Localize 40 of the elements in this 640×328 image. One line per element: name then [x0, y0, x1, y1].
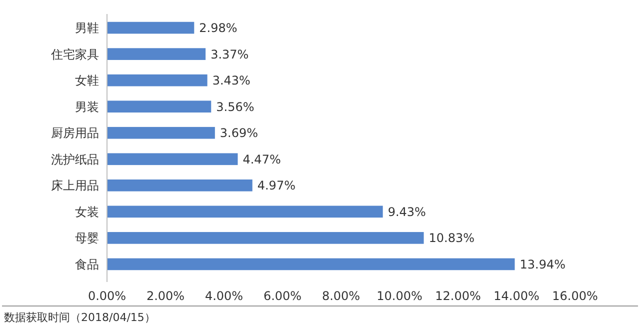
- x-tick-label: 12.00%: [435, 289, 481, 303]
- y-tick-label: 女装: [75, 204, 99, 219]
- x-tick-label: 2.00%: [146, 289, 185, 303]
- y-tick-label: 床上用品: [51, 178, 99, 193]
- bar: [107, 74, 208, 86]
- y-tick-label: 住宅家具: [50, 47, 99, 62]
- data-label: 4.97%: [257, 178, 296, 193]
- data-label: 3.37%: [210, 47, 249, 62]
- y-tick-label: 厨房用品: [51, 126, 99, 140]
- x-tick-label: 16.00%: [552, 289, 598, 303]
- x-tick-label: 0.00%: [88, 289, 126, 303]
- bar: [107, 232, 424, 244]
- bar: [107, 206, 383, 218]
- y-tick-label: 洗护纸品: [51, 152, 99, 166]
- bar: [107, 48, 206, 60]
- bar: [107, 126, 215, 139]
- text: 数据获取时间（2018/04/15）: [4, 311, 156, 324]
- data-label: 9.43%: [388, 204, 426, 219]
- data-label: 3.69%: [220, 126, 258, 140]
- data-label: 10.83%: [428, 231, 475, 246]
- data-label: 3.56%: [216, 100, 254, 114]
- data-label: 4.47%: [242, 152, 281, 166]
- bar: [107, 153, 238, 166]
- y-tick-label: 男鞋: [75, 20, 99, 35]
- y-tick-label: 女鞋: [75, 74, 99, 88]
- data-label: 13.94%: [520, 257, 566, 272]
- x-tick-label: 10.00%: [376, 289, 422, 303]
- x-tick-label: 8.00%: [322, 289, 360, 303]
- bar: [107, 100, 212, 113]
- x-tick-label: 14.00%: [494, 289, 540, 303]
- x-tick-label: 4.00%: [204, 289, 244, 303]
- bar: [107, 258, 515, 270]
- bar: [107, 179, 252, 192]
- data-label: 3.43%: [212, 74, 250, 88]
- data-label: 2.98%: [199, 20, 238, 35]
- y-tick-label: 母婴: [75, 231, 99, 246]
- x-tick-label: 6.00%: [263, 289, 302, 303]
- y-tick-label: 男装: [75, 100, 99, 114]
- bar: [107, 22, 194, 34]
- y-tick-label: 食品: [75, 257, 99, 272]
